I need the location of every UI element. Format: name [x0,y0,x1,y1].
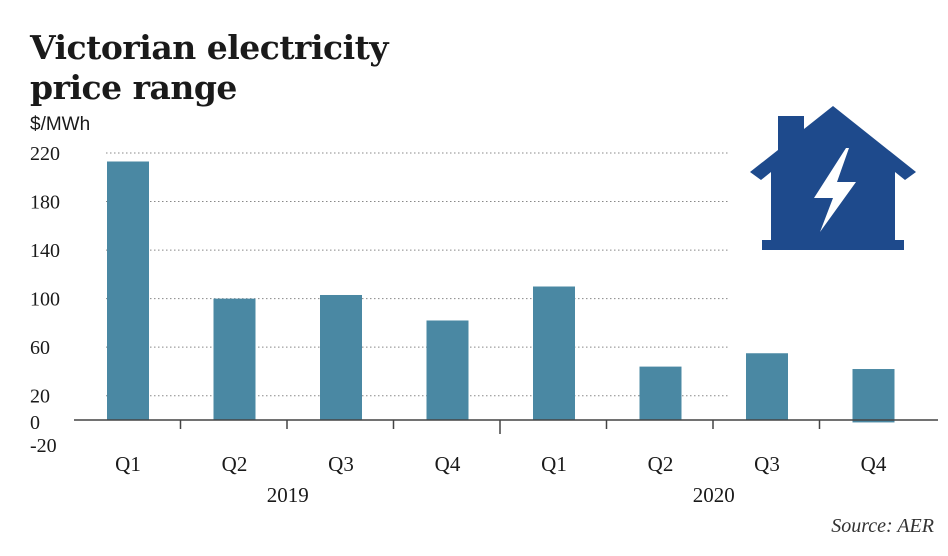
year-group-label: 2020 [693,483,735,507]
bar-q3-2 [320,294,362,420]
x-tick-label: Q1 [541,452,567,476]
house-lightning-icon [750,106,916,250]
chart-title: Victorian electricity price range [30,28,389,108]
bar-q2-1 [213,298,256,420]
x-tick-label: Q2 [648,452,674,476]
y-tick-label: 180 [30,192,60,214]
x-tick-label: Q3 [328,452,354,476]
y-tick-label: 100 [30,289,60,311]
x-tick-label: Q2 [222,452,248,476]
x-tick-label: Q4 [435,452,461,476]
bar-q4-7 [852,369,895,423]
y-tick-label: 140 [30,240,60,262]
y-axis-unit-label: $/MWh [30,114,91,135]
chart-title-line-2: price range [30,68,237,107]
bar-q1-0 [107,161,149,420]
y-tick-label: 0 [30,412,40,434]
x-tick-label: Q4 [861,452,887,476]
x-tick-label: Q1 [115,452,141,476]
bar-q1-4 [533,286,575,420]
x-tick-label: Q3 [754,452,780,476]
y-tick-label: 20 [30,386,50,408]
bar-q3-6 [746,353,788,420]
source-note: Source: AER [831,515,934,537]
y-tick-label: -20 [30,435,57,457]
bar-q4-3 [426,320,469,420]
year-group-label: 2019 [267,483,309,507]
y-tick-label: 60 [30,337,50,359]
y-tick-label: 220 [30,143,60,165]
chart-title-line-1: Victorian electricity [30,28,389,67]
bar-q2-5 [639,366,682,420]
